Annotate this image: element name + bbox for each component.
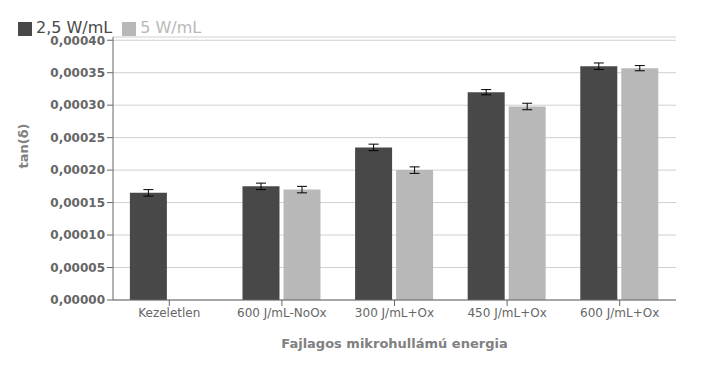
html-text:2,5 W/mL: 2,5 W/mL bbox=[36, 18, 113, 37]
svg-text:0,00035: 0,00035 bbox=[50, 66, 105, 80]
svg-text:600 J/mL+Ox: 600 J/mL+Ox bbox=[580, 306, 659, 320]
svg-text:450 J/mL+Ox: 450 J/mL+Ox bbox=[467, 306, 546, 320]
svg-text:0,00025: 0,00025 bbox=[50, 131, 105, 145]
svg-text:0,00040: 0,00040 bbox=[50, 34, 105, 48]
svg-text:0,00000: 0,00000 bbox=[50, 293, 105, 307]
svg-text:0,00015: 0,00015 bbox=[50, 196, 105, 210]
svg-text:0,00030: 0,00030 bbox=[50, 98, 105, 112]
svg-text:0,00005: 0,00005 bbox=[50, 261, 105, 275]
svg-text:0,00010: 0,00010 bbox=[50, 228, 105, 242]
svg-text:0,00020: 0,00020 bbox=[50, 163, 105, 177]
svg-text:600 J/mL-NoOx: 600 J/mL-NoOx bbox=[237, 306, 327, 320]
svg-text:300 J/mL+Ox: 300 J/mL+Ox bbox=[355, 306, 434, 320]
svg-text:Kezeletlen: Kezeletlen bbox=[138, 306, 200, 320]
html-text:5 W/mL: 5 W/mL bbox=[140, 18, 202, 37]
svg-text:Fajlagos mikrohullámú energia: Fajlagos mikrohullámú energia bbox=[281, 336, 507, 351]
svg-text:tan(δ): tan(δ) bbox=[16, 123, 31, 168]
